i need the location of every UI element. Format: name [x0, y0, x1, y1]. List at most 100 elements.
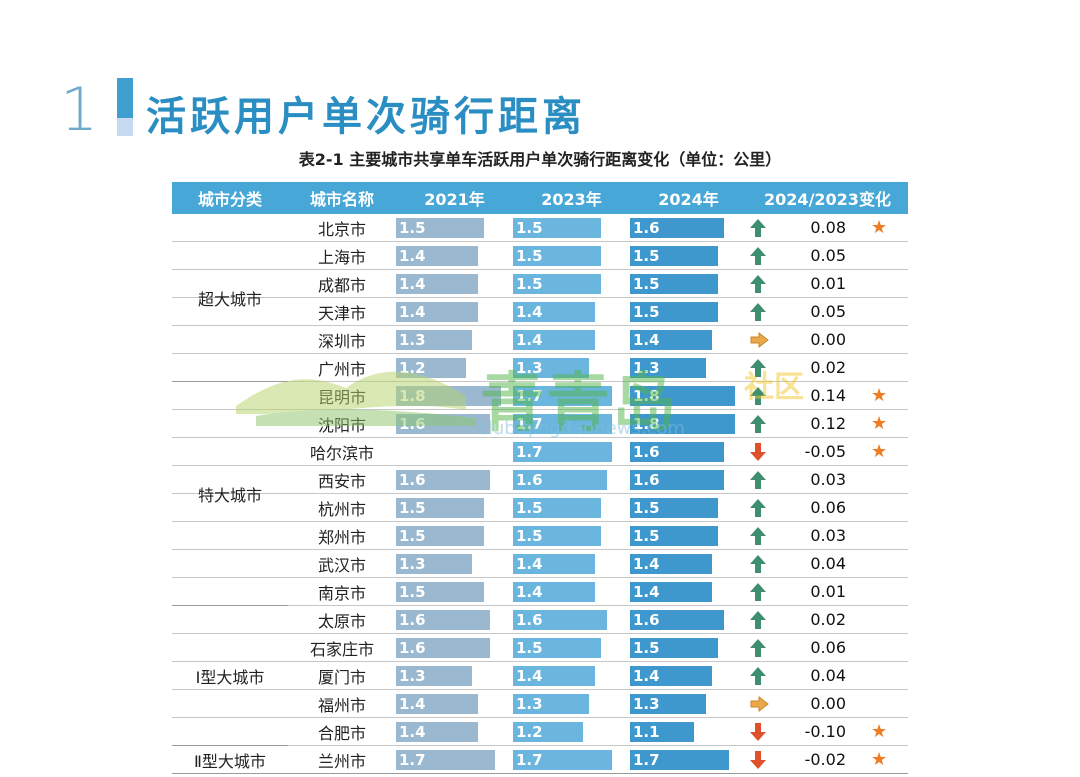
- change-cell: 0.06: [747, 634, 908, 661]
- table-row: 兰州市 1.7 1.7 1.7 -0.02 ★: [172, 746, 908, 774]
- change-value: 0.06: [810, 638, 846, 657]
- value-cell: 1.8: [396, 382, 513, 409]
- change-value: 0.06: [810, 498, 846, 517]
- city-name: 沈阳市: [317, 415, 366, 435]
- table-row: 合肥市 1.4 1.2 1.1 -0.10 ★: [172, 718, 908, 746]
- value-2024-bar: 1.4: [630, 554, 712, 574]
- value-2024-bar: 1.5: [630, 246, 718, 266]
- value-cell: 1.6: [630, 606, 747, 633]
- section-number: 1: [60, 75, 99, 145]
- value-2021-bar: 1.3: [396, 554, 472, 574]
- value-2021-bar: 1.4: [396, 694, 478, 714]
- value-2024-bar: 1.7: [630, 750, 729, 770]
- value-cell: 1.6: [630, 438, 747, 465]
- city-name: 郑州市: [317, 527, 366, 547]
- value-cell: 1.8: [630, 382, 747, 409]
- value-cell: 1.5: [630, 242, 747, 269]
- value-cell: 1.3: [630, 690, 747, 717]
- change-value: 0.03: [810, 470, 846, 489]
- value-cell: 1.4: [630, 550, 747, 577]
- value-2023-bar: 1.5: [513, 274, 601, 294]
- change-cell: 0.00: [747, 326, 908, 353]
- trend-up-arrow-icon: [749, 666, 767, 686]
- change-cell: -0.05 ★: [747, 438, 908, 465]
- table-row: 天津市 1.4 1.4 1.5 0.05: [172, 298, 908, 326]
- change-cell: 0.03: [747, 466, 908, 493]
- header-2023: 2023年: [541, 190, 602, 209]
- value-cell: 1.8: [630, 410, 747, 437]
- category-label: Ⅰ型大城市: [195, 668, 265, 687]
- change-value: 0.00: [810, 330, 846, 349]
- value-cell: 1.6: [396, 634, 513, 661]
- trend-up-arrow-icon: [749, 414, 767, 434]
- value-cell: 1.2: [513, 718, 630, 745]
- value-cell: 1.7: [513, 746, 630, 773]
- value-cell: 1.4: [630, 578, 747, 605]
- city-name: 昆明市: [317, 387, 366, 407]
- value-cell: 1.4: [396, 718, 513, 745]
- city-name: 天津市: [317, 303, 366, 323]
- trend-flat-arrow-icon: [749, 694, 769, 714]
- change-value: 0.00: [810, 694, 846, 713]
- city-name: 北京市: [317, 219, 366, 239]
- change-value: 0.04: [810, 666, 846, 685]
- value-2023-bar: 1.4: [513, 582, 595, 602]
- value-2024-bar: 1.6: [630, 610, 724, 630]
- table-row: 杭州市 1.5 1.5 1.5 0.06: [172, 494, 908, 522]
- category-divider: [172, 605, 288, 606]
- star-icon: ★: [871, 749, 888, 770]
- trend-up-arrow-icon: [749, 526, 767, 546]
- value-2024-bar: 1.5: [630, 498, 718, 518]
- table-row: 南京市 1.5 1.4 1.4 0.01: [172, 578, 908, 606]
- value-cell: 1.5: [630, 494, 747, 521]
- city-name: 合肥市: [317, 723, 366, 743]
- value-2024-bar: 1.8: [630, 414, 735, 434]
- value-2023-bar: 1.7: [513, 414, 612, 434]
- value-2023-bar: 1.5: [513, 526, 601, 546]
- city-name: 广州市: [317, 359, 366, 379]
- category-divider: [172, 381, 288, 382]
- change-value: 0.05: [810, 246, 846, 265]
- table-body: 北京市 1.5 1.5 1.6 0.08 ★ 上海市 1.4 1.5 1.5 0.05 成都市 1.4 1…: [172, 214, 908, 774]
- value-2023-bar: 1.4: [513, 302, 595, 322]
- value-cell: 1.4: [630, 662, 747, 689]
- section-marker: [117, 78, 133, 136]
- change-cell: 0.01: [747, 270, 908, 297]
- header-2024: 2024年: [658, 190, 719, 209]
- value-cell: 1.5: [396, 522, 513, 549]
- city-name: 太原市: [317, 611, 366, 631]
- change-value: 0.01: [810, 274, 846, 293]
- value-cell: 1.7: [513, 410, 630, 437]
- value-cell: 1.5: [396, 494, 513, 521]
- change-value: -0.02: [804, 750, 846, 769]
- value-2024-bar: 1.8: [630, 386, 735, 406]
- value-cell: 1.5: [630, 270, 747, 297]
- value-2021-bar: 1.7: [396, 750, 495, 770]
- value-cell: 1.1: [630, 718, 747, 745]
- value-2023-bar: 1.4: [513, 330, 595, 350]
- value-2023-bar: 1.5: [513, 218, 601, 238]
- change-cell: 0.02: [747, 606, 908, 633]
- category-label: 超大城市: [197, 290, 262, 309]
- city-name: 杭州市: [317, 499, 366, 519]
- value-2021-bar: 1.4: [396, 302, 478, 322]
- table-row: 北京市 1.5 1.5 1.6 0.08 ★: [172, 214, 908, 242]
- change-cell: 0.14 ★: [747, 382, 908, 409]
- value-cell: 1.3: [396, 662, 513, 689]
- value-cell: 1.6: [513, 466, 630, 493]
- change-cell: 0.08 ★: [747, 214, 908, 241]
- value-2024-bar: 1.4: [630, 666, 712, 686]
- value-cell: 1.5: [513, 214, 630, 241]
- change-value: 0.05: [810, 302, 846, 321]
- change-cell: 0.03: [747, 522, 908, 549]
- value-2023-bar: 1.5: [513, 638, 601, 658]
- value-2021-bar: 1.6: [396, 470, 490, 490]
- star-icon: ★: [871, 413, 888, 434]
- trend-flat-arrow-icon: [749, 330, 769, 350]
- value-cell: 1.5: [630, 634, 747, 661]
- value-cell: 1.4: [630, 326, 747, 353]
- header-city: 城市名称: [309, 190, 374, 209]
- city-name: 福州市: [317, 695, 366, 715]
- change-cell: 0.05: [747, 298, 908, 325]
- city-name: 石家庄市: [309, 639, 374, 659]
